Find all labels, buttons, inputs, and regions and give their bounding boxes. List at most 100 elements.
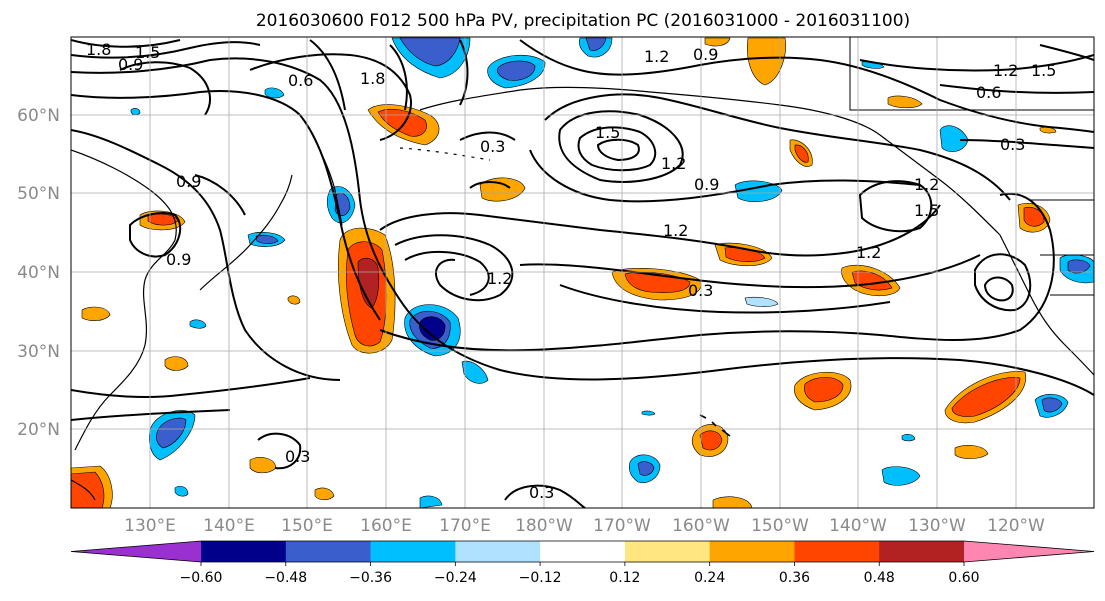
pv-contour (257, 432, 302, 470)
precip-positive-area (712, 496, 753, 508)
lon-label: 130°E (124, 516, 176, 536)
longitude-labels: 130°E 140°E 150°E 160°E 170°E 180°W 170°… (124, 516, 1045, 536)
pv-contour (389, 44, 408, 111)
lat-label: 60°N (17, 106, 60, 126)
precip-negative-area (264, 87, 285, 99)
precip-negative-core (585, 37, 607, 51)
figure-title: 2016030600 F012 500 hPa PV, precipitatio… (256, 11, 910, 31)
lon-label: 140°E (203, 516, 255, 536)
precip-positive-area (747, 37, 786, 86)
coastlines (71, 37, 1094, 501)
colorbar-tick-label: 0.36 (779, 570, 810, 586)
colorbar-tick-label: 0.24 (694, 570, 725, 586)
lon-label: 160°W (672, 516, 730, 536)
precip-negative-core (497, 60, 536, 81)
pv-contour (194, 174, 246, 216)
contour-label: 0.3 (285, 447, 310, 466)
lon-label: 150°W (751, 516, 809, 536)
colorbar-tick-label: −0.12 (519, 570, 562, 586)
colorbar-tick-label: 0.60 (948, 570, 979, 586)
precip-positive-peak (357, 257, 380, 309)
colorbar-segment (201, 541, 287, 562)
contour-label: 0.9 (118, 55, 143, 74)
precip-negative-core (637, 461, 655, 476)
lon-label: 180°W (515, 516, 573, 536)
lon-label: 150°E (281, 516, 333, 536)
precip-negative-area (174, 485, 189, 497)
lat-label: 30°N (17, 342, 60, 362)
pv-contour (129, 212, 182, 258)
map-panel: 1.8 0.9 1.5 0.6 1.8 0.9 0.9 0.3 0.9 1.5 … (71, 37, 1094, 508)
precip-negative-area (461, 360, 489, 384)
pv-contour (1039, 44, 1094, 61)
coastline-japan (199, 174, 293, 291)
pv-contour (71, 41, 261, 59)
colorbar-segment (285, 541, 372, 562)
contour-label: 0.3 (529, 483, 554, 502)
pv-contour (119, 61, 211, 116)
precip-negative-area (734, 180, 783, 203)
pv-contour (379, 204, 941, 257)
precip-positive-core (951, 377, 1021, 417)
pv-contour (859, 54, 1094, 72)
map-background (71, 37, 1094, 508)
contour-label: 1.5 (595, 123, 620, 142)
contour-label: 1.2 (661, 154, 686, 173)
precip-positive-area (887, 95, 923, 109)
graticule (71, 37, 1094, 508)
colorbar-segment (794, 541, 880, 562)
precip-positive-area (287, 295, 301, 305)
precip-positive-area (314, 487, 335, 501)
contour-label: 1.2 (856, 243, 881, 262)
contour-label: 1.8 (360, 69, 385, 88)
colorbar-tick-label: −0.60 (180, 570, 223, 586)
lat-label: 20°N (17, 420, 60, 440)
pv-contour (577, 126, 657, 172)
colorbar-segment (370, 541, 456, 562)
contour-label: 0.3 (688, 281, 713, 300)
contour-label: 1.2 (663, 221, 688, 240)
contour-label: 1.5 (914, 201, 939, 220)
precip-shading (71, 37, 1094, 508)
contour-label: 0.3 (1000, 135, 1025, 154)
contour-label: 0.9 (693, 45, 718, 64)
contour-label: 1.2 (914, 175, 939, 194)
precip-negative-area (419, 495, 443, 508)
contour-label: 1.2 (487, 269, 512, 288)
colorbar-tick-label: −0.36 (349, 570, 392, 586)
contour-label: 1.5 (1031, 61, 1056, 80)
precip-negative-peak (419, 316, 446, 341)
pv-contour (558, 110, 684, 183)
precip-negative-area (130, 108, 141, 116)
contour-label: 0.6 (288, 71, 313, 90)
pv-contour (394, 234, 514, 302)
colorbar-extend-low (71, 541, 201, 562)
precip-positive-area (479, 177, 526, 202)
contour-label: 0.9 (694, 175, 719, 194)
lat-label: 40°N (17, 263, 60, 283)
lon-label: 160°E (360, 516, 412, 536)
precip-negative-core (255, 234, 279, 244)
precip-negative-core (1041, 397, 1063, 413)
precip-positive-core (1023, 207, 1045, 227)
contour-label: 0.6 (976, 83, 1001, 102)
precip-negative-area (901, 434, 916, 442)
pv-contour (404, 251, 490, 296)
colorbar-segment (540, 541, 626, 562)
precip-positive-area (164, 356, 189, 371)
coastline-alaska (419, 86, 1001, 236)
pv-contour (596, 138, 640, 162)
pv-contour (469, 181, 511, 189)
precip-positive-area (704, 37, 731, 47)
pv-contour (959, 139, 1094, 149)
colorbar-segment (624, 541, 711, 562)
precip-positive-core (804, 377, 844, 403)
pv-contour (939, 84, 1094, 94)
map-frame (70, 36, 1095, 509)
pv-contour (529, 149, 921, 203)
pv-contour (71, 39, 181, 48)
colorbar-tick-label: −0.48 (264, 570, 307, 586)
lon-label: 170°W (593, 516, 651, 536)
pv-contour (504, 484, 586, 508)
